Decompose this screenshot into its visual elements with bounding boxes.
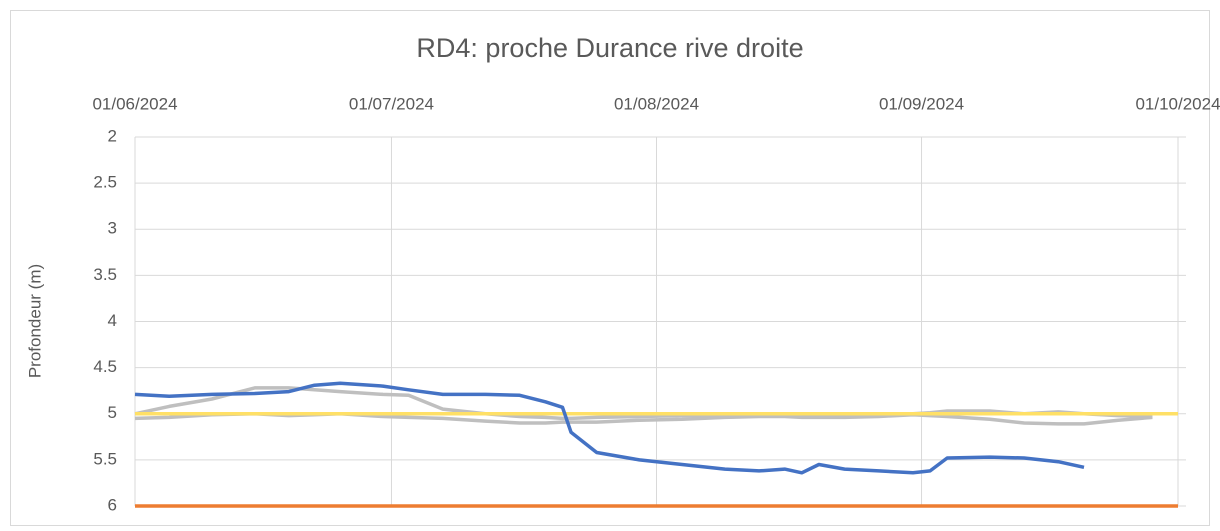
y-tick-label: 2 <box>108 126 117 145</box>
y-tick-label: 4 <box>108 311 117 330</box>
x-tick-label: 01/09/2024 <box>879 94 964 113</box>
chart-frame <box>10 10 1210 526</box>
y-tick-label: 5 <box>108 403 117 422</box>
y-tick-label: 5.5 <box>93 449 117 468</box>
x-tick-label: 01/10/2024 <box>1135 94 1220 113</box>
chart-title: RD4: proche Durance rive droite <box>416 33 803 63</box>
y-tick-label: 2.5 <box>93 173 117 192</box>
x-tick-label: 01/06/2024 <box>92 94 177 113</box>
series-line <box>134 386 1153 421</box>
x-tick-label: 01/07/2024 <box>349 94 434 113</box>
y-tick-label: 3.5 <box>93 265 117 284</box>
y-tick-label: 6 <box>108 495 117 514</box>
y-tick-label: 4.5 <box>93 357 117 376</box>
y-axis-label: Profondeur (m) <box>25 264 44 378</box>
series-line <box>134 381 1085 475</box>
y-tick-label: 3 <box>108 219 117 238</box>
x-tick-label: 01/08/2024 <box>614 94 699 113</box>
